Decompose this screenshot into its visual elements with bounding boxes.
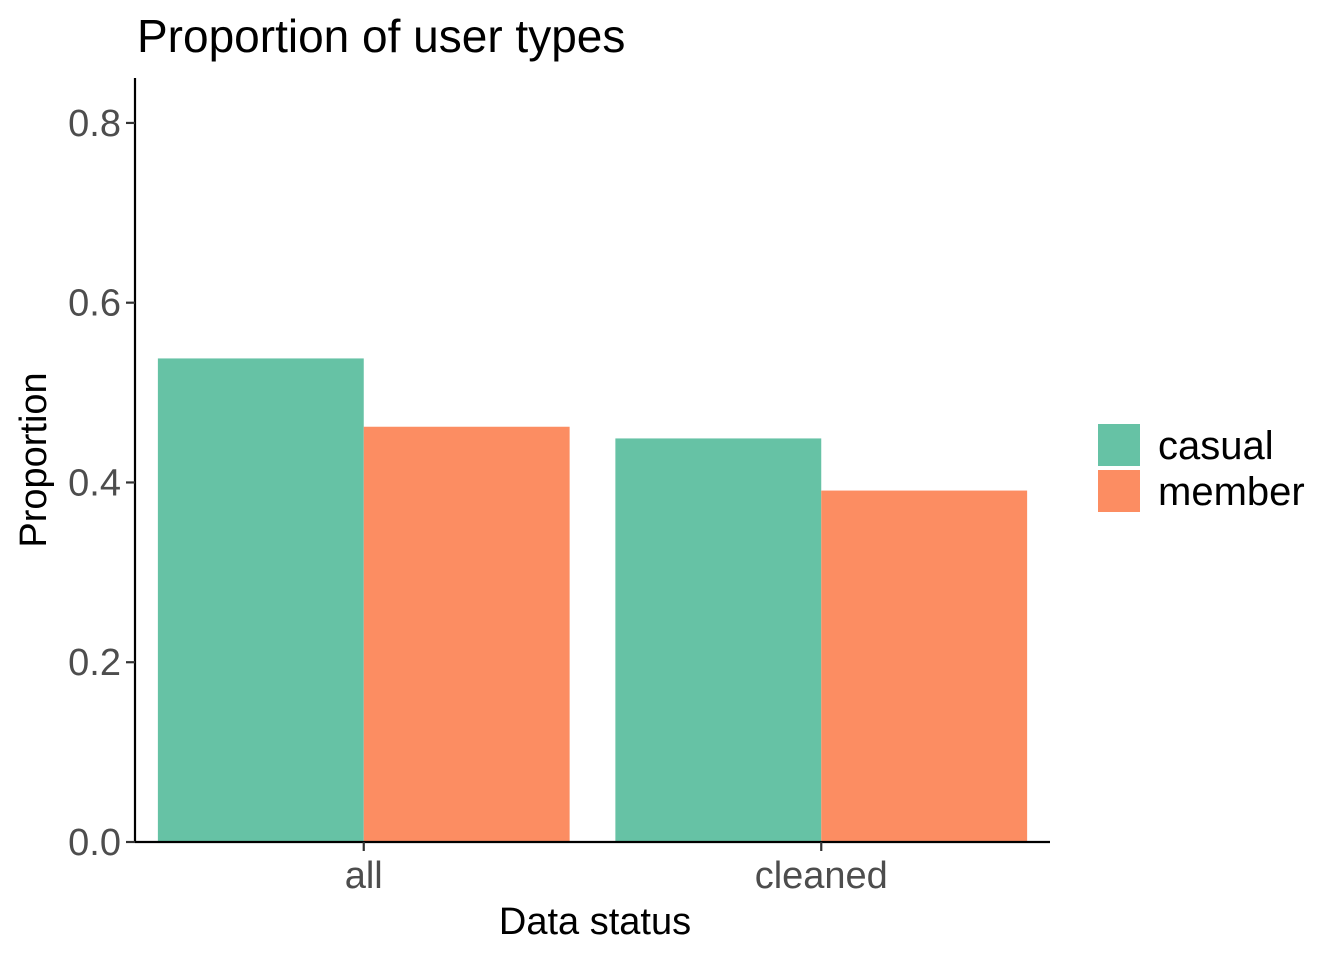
x-tick-label-cleaned: cleaned (755, 855, 888, 897)
y-tick-label: 0.4 (68, 462, 121, 504)
bar-casual-cleaned (615, 438, 822, 842)
bar-casual-all (157, 358, 364, 842)
y-tick-label: 0.8 (68, 103, 121, 145)
y-tick-label: 0.2 (68, 642, 121, 684)
legend-key-member (1098, 470, 1140, 512)
x-tick-label-all: all (345, 855, 383, 897)
x-axis-title: Data status (499, 901, 691, 943)
axes-layer: 0.0 0.2 0.4 0.6 0.8 all cleaned (68, 78, 1050, 897)
y-axis-title: Proportion (13, 372, 55, 547)
y-tick-label: 0.0 (68, 822, 121, 864)
legend-label-member: member (1158, 470, 1305, 514)
legend-label-casual: casual (1158, 424, 1274, 468)
legend-key-casual (1098, 424, 1140, 466)
bar-member-cleaned (821, 490, 1028, 842)
bar-member-all (363, 426, 570, 842)
y-tick-label: 0.6 (68, 283, 121, 325)
chart-title: Proportion of user types (137, 10, 625, 62)
bars-layer (157, 358, 1028, 842)
